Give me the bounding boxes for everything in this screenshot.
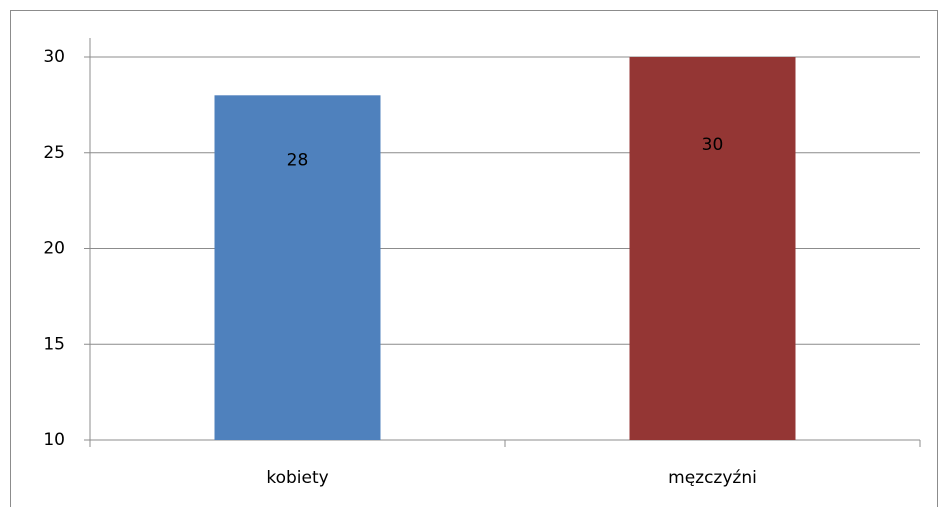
- x-tick-label: męzczyźni: [668, 468, 757, 488]
- y-tick-label: 25: [43, 143, 65, 163]
- data-label: 30: [702, 135, 724, 155]
- y-tick-label: 30: [43, 47, 65, 67]
- x-tick-label: kobiety: [266, 468, 328, 488]
- data-label: 28: [287, 150, 309, 170]
- y-tick-label: 20: [43, 239, 65, 259]
- bar: [214, 95, 381, 441]
- y-tick-label: 10: [43, 430, 65, 450]
- chart-frame: [10, 10, 938, 507]
- bar: [629, 57, 796, 440]
- y-tick-label: 15: [43, 334, 65, 354]
